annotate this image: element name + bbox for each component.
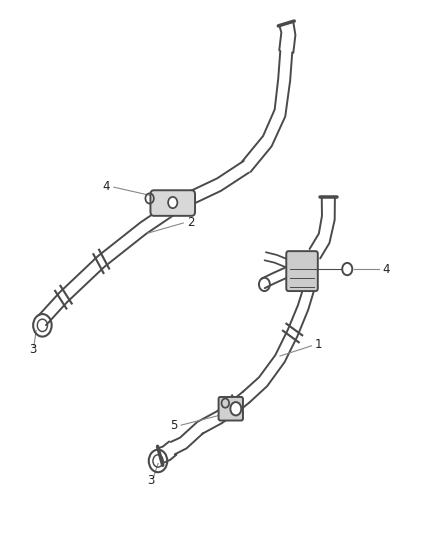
Text: 3: 3 bbox=[147, 474, 155, 487]
FancyBboxPatch shape bbox=[286, 251, 318, 291]
Text: 5: 5 bbox=[170, 419, 177, 432]
FancyBboxPatch shape bbox=[151, 190, 195, 216]
Text: 4: 4 bbox=[383, 263, 390, 276]
Text: 4: 4 bbox=[102, 180, 110, 193]
Text: 3: 3 bbox=[29, 343, 36, 357]
Circle shape bbox=[168, 197, 177, 208]
Text: 2: 2 bbox=[187, 215, 194, 229]
Text: 1: 1 bbox=[315, 338, 322, 351]
FancyBboxPatch shape bbox=[219, 397, 243, 421]
Circle shape bbox=[230, 402, 241, 415]
